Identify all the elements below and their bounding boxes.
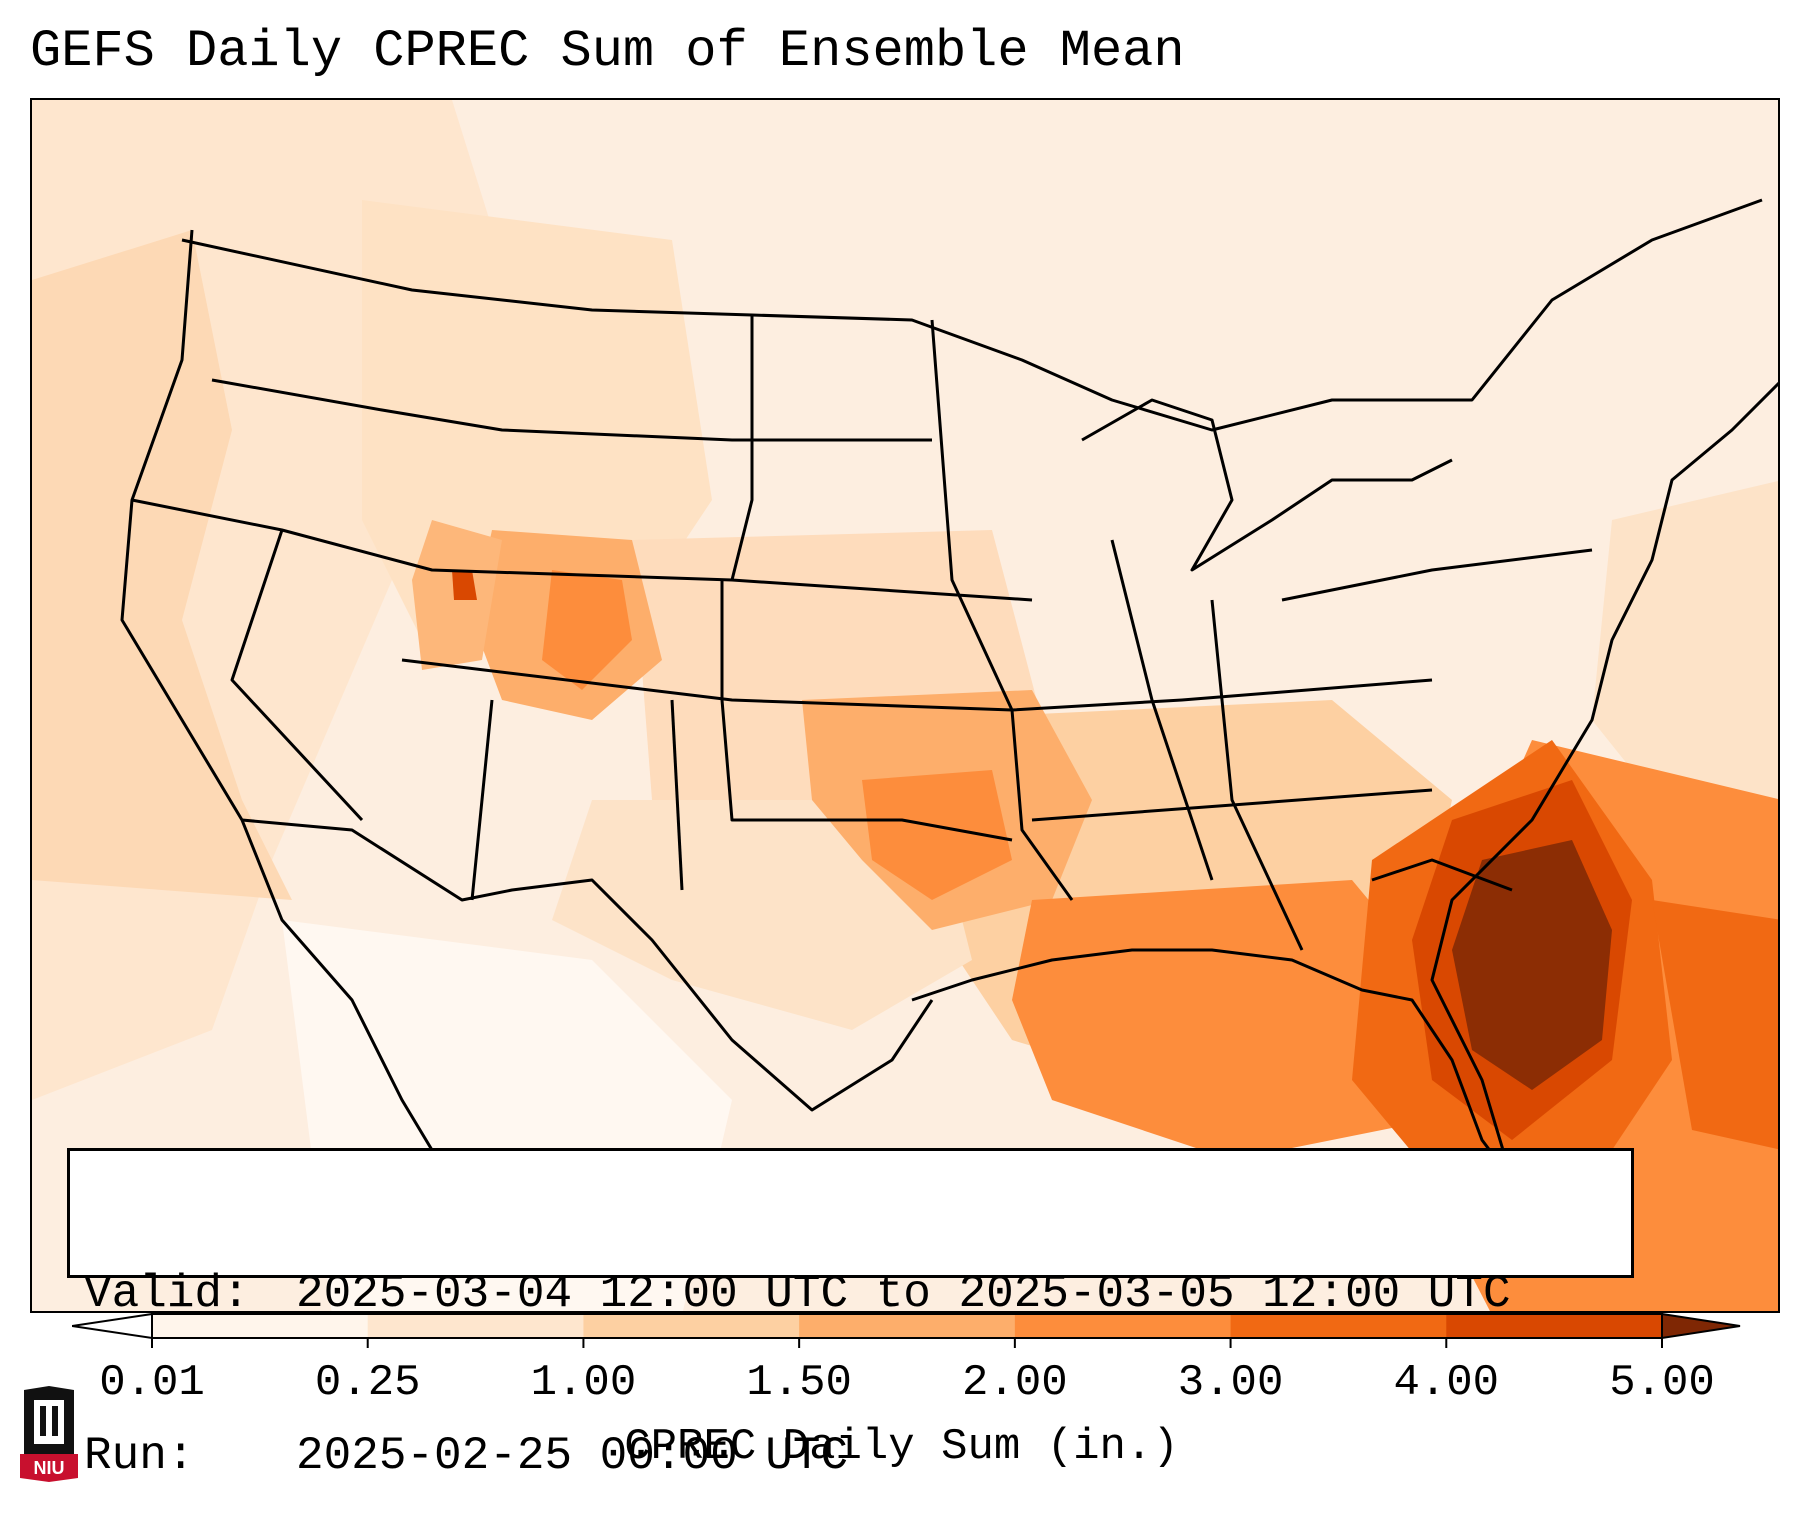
us-canada-border — [181, 198, 1763, 432]
west-coast — [120, 229, 464, 1201]
precip-area-colorado-core — [542, 570, 632, 690]
colorbar-segment — [583, 1314, 800, 1338]
colorbar-tick-label: 0.25 — [314, 1358, 421, 1408]
great-lakes — [1081, 398, 1453, 572]
political-borders — [120, 198, 1778, 1201]
run-value: 2025-02-25 00:00 UTC — [296, 1430, 849, 1482]
valid-row: Valid: 2025-03-04 12:00 UTC to 2025-03-05… — [84, 1267, 1617, 1321]
precip-area-atlantic-light — [1592, 480, 1778, 820]
valid-label: Valid: — [84, 1268, 250, 1320]
state-line-11 — [1210, 599, 1304, 951]
precip-area-florida-max — [1452, 840, 1612, 1090]
colorbar-over-triangle — [1661, 1312, 1741, 1340]
state-line-6 — [670, 699, 684, 891]
colorbar-segment — [1014, 1314, 1232, 1338]
colorbar-tick-label: 2.00 — [962, 1358, 1068, 1408]
colorbar-tick-label: 4.00 — [1393, 1358, 1500, 1408]
colorbar-segment — [1230, 1314, 1447, 1338]
colorbar — [72, 1312, 1741, 1348]
colorbar-label: CPREC Daily Sum (in.) — [624, 1422, 1179, 1472]
state-line-7 — [720, 580, 1013, 842]
precip-map — [32, 100, 1778, 1311]
valid-value: 2025-03-04 12:00 UTC to 2025-03-05 12:00… — [296, 1268, 1511, 1320]
colorbar-segment — [367, 1314, 584, 1338]
colorbar-outline — [151, 1313, 1663, 1339]
colorbar-tick-label: 0.01 — [99, 1358, 205, 1408]
precip-area-colorado-max — [452, 570, 477, 600]
gulf-coast — [911, 948, 1514, 1181]
colorbar-segment — [799, 1314, 1016, 1338]
precip-area-west-coast — [32, 230, 292, 900]
state-line-8 — [930, 319, 1074, 901]
precip-area-ok-core — [862, 770, 1012, 900]
niu-logo-text: NIU — [34, 1458, 65, 1478]
run-row: Run: 2025-02-25 00:00 UTC — [84, 1429, 1617, 1483]
colorbar-under-triangle — [72, 1312, 153, 1340]
precip-area-atlantic-heavy — [1652, 900, 1778, 1150]
map-panel — [30, 98, 1780, 1313]
state-line-2 — [131, 498, 1033, 602]
colorbar-tick-label: 5.00 — [1609, 1358, 1715, 1408]
colorbar-tick-label: 1.00 — [530, 1358, 637, 1408]
us-mexico-border — [241, 818, 934, 1112]
state-line-5 — [470, 699, 494, 901]
map-title: GEFS Daily CPREC Sum of Ensemble Mean — [30, 22, 1185, 81]
run-label: Run: — [84, 1430, 195, 1482]
state-line-9 — [730, 315, 754, 581]
niu-logo: NIU — [20, 1386, 78, 1482]
colorbar-segment — [1446, 1314, 1663, 1338]
state-line-10 — [1110, 539, 1214, 881]
state-line-12 — [1031, 788, 1433, 822]
state-line-13 — [1281, 548, 1593, 602]
state-line-14 — [1371, 858, 1513, 892]
valid-run-info-box: Valid: 2025-03-04 12:00 UTC to 2025-03-05… — [67, 1148, 1634, 1482]
colorbar-tick-label: 3.00 — [1177, 1358, 1284, 1408]
colorbar-tick-label: 1.50 — [746, 1358, 852, 1408]
state-line-1 — [211, 378, 932, 442]
atlantic-coast — [1430, 381, 1778, 1181]
state-line-3 — [230, 529, 364, 822]
colorbar-segment — [152, 1314, 369, 1338]
